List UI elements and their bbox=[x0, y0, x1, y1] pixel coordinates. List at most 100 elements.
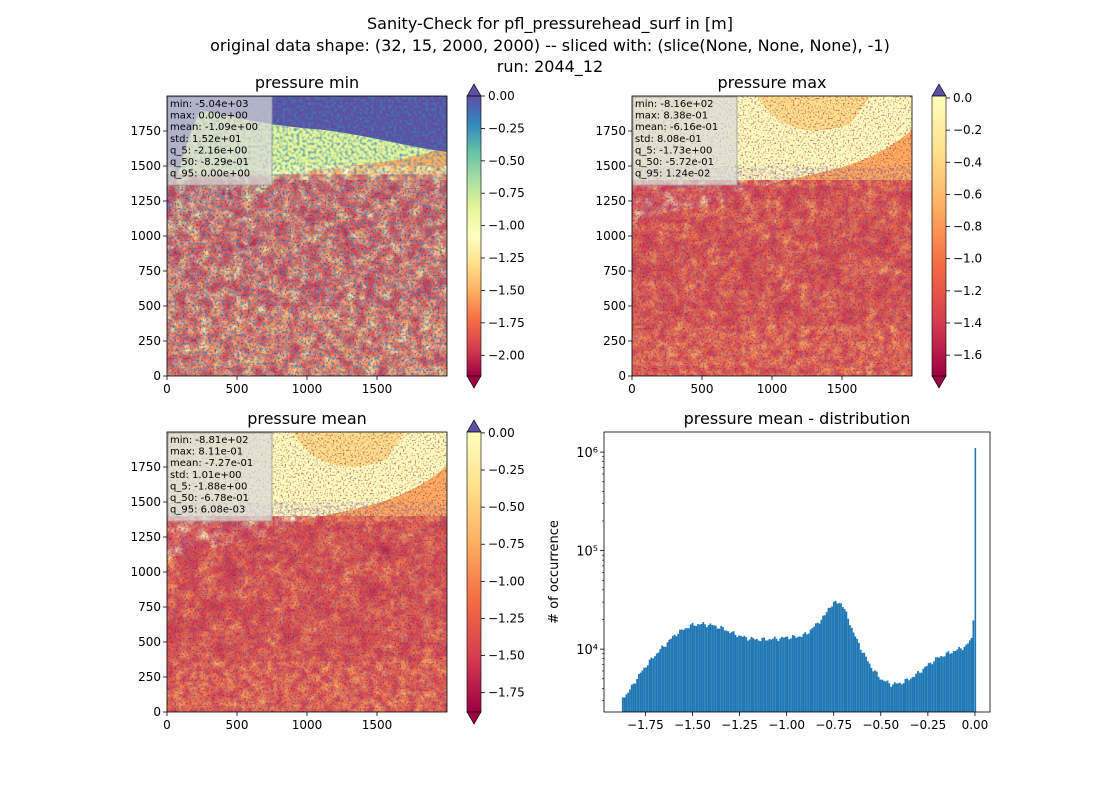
histogram-bar bbox=[779, 638, 782, 712]
histogram-bar bbox=[713, 625, 715, 712]
histogram-bar bbox=[807, 633, 810, 712]
histogram-bar bbox=[650, 657, 653, 712]
map-panel-mean: pressure mean 0 500 1000 1500 0 250 500 750 1000 1… bbox=[130, 409, 524, 732]
histogram-bar bbox=[729, 633, 732, 712]
stats-line: std: 8.08e-01 bbox=[635, 134, 702, 145]
histogram-bar bbox=[856, 638, 859, 712]
colorbar-tick-label: −1.6 bbox=[953, 348, 982, 362]
y-axis-label: # of occurrence bbox=[547, 520, 562, 624]
x-tick-label: 1000 bbox=[757, 382, 788, 396]
histogram-bar bbox=[877, 676, 880, 712]
y-tick-label: 1750 bbox=[130, 460, 161, 474]
colorbar-tick-label: 0.00 bbox=[488, 426, 515, 440]
histogram-bar bbox=[718, 628, 721, 712]
colorbar-tick-label: −1.00 bbox=[488, 219, 525, 233]
histogram-bar bbox=[791, 635, 794, 712]
histogram-bar bbox=[924, 666, 926, 712]
panel-title: pressure min bbox=[255, 73, 359, 92]
figure-title-line3: run: 2044_12 bbox=[496, 57, 604, 76]
colorbar-tick-label: −0.4 bbox=[953, 155, 982, 169]
histogram-bar bbox=[865, 656, 867, 712]
y-tick-label: 1000 bbox=[130, 565, 161, 579]
y-tick-label: 0 bbox=[153, 369, 161, 383]
histogram-bar bbox=[716, 628, 719, 712]
histogram-bar bbox=[824, 615, 826, 712]
histogram-bar bbox=[695, 626, 698, 712]
colorbar-tick-label: −0.25 bbox=[488, 463, 525, 477]
histogram-bar bbox=[909, 678, 912, 712]
histogram-bar bbox=[788, 639, 791, 712]
y-tick-label: 1000 bbox=[130, 229, 161, 243]
histogram-bar bbox=[965, 644, 968, 712]
histogram-bar bbox=[854, 636, 857, 712]
histogram-bar bbox=[637, 673, 640, 712]
histogram-bar bbox=[702, 622, 705, 712]
map-purple-speckle bbox=[632, 166, 912, 376]
histogram-bar bbox=[743, 635, 746, 712]
histogram-bar bbox=[714, 625, 717, 712]
colorbar-tick-label: −1.2 bbox=[953, 284, 982, 298]
histogram-bar bbox=[940, 656, 943, 712]
histogram-bar bbox=[906, 678, 909, 712]
y-tick-label: 0 bbox=[618, 369, 626, 383]
histogram-bar bbox=[913, 676, 916, 712]
colorbar-tick-label: −0.50 bbox=[488, 500, 525, 514]
histogram-bar bbox=[634, 683, 637, 712]
colorbar-tick-label: −0.25 bbox=[488, 121, 525, 135]
histogram-bar bbox=[931, 664, 934, 712]
histogram-bar bbox=[757, 640, 760, 712]
histogram-bar bbox=[739, 635, 742, 712]
histogram-bar bbox=[738, 635, 740, 712]
stats-line: q_50: -8.29e-01 bbox=[170, 157, 249, 168]
histogram-bar bbox=[859, 649, 862, 712]
colorbar-extend-min bbox=[931, 375, 947, 389]
histogram-bar bbox=[784, 636, 787, 712]
x-tick-label: −1.25 bbox=[721, 718, 758, 732]
histogram-bar bbox=[850, 627, 853, 712]
histogram-bar bbox=[722, 627, 724, 712]
histogram-bar bbox=[655, 653, 658, 712]
histogram-bar bbox=[949, 653, 952, 712]
histogram-bar bbox=[705, 627, 708, 712]
figure-title-line1: Sanity-Check for pfl_pressurehead_surf i… bbox=[367, 14, 733, 33]
histogram-bar bbox=[942, 656, 944, 712]
colorbar-tick-label: −1.4 bbox=[953, 316, 982, 330]
histogram-bar bbox=[763, 637, 765, 712]
histogram-bar bbox=[800, 636, 803, 712]
colorbar-frame bbox=[931, 95, 947, 377]
colorbar-tick-label: −2.00 bbox=[488, 348, 525, 362]
histogram-bar bbox=[727, 631, 730, 712]
x-tick-label: −0.75 bbox=[815, 718, 852, 732]
histogram-bar bbox=[900, 684, 903, 712]
histogram-bar bbox=[688, 628, 690, 712]
histogram-bar bbox=[897, 683, 900, 712]
histogram-bar bbox=[797, 636, 799, 712]
histogram-bar bbox=[630, 684, 633, 712]
stats-line: mean: -1.09e+00 bbox=[170, 122, 258, 133]
histogram-bar bbox=[974, 448, 977, 712]
y-tick-label: 1750 bbox=[130, 124, 161, 138]
y-tick-label: 750 bbox=[138, 264, 161, 278]
histogram-bar bbox=[813, 626, 816, 712]
histogram-bar bbox=[951, 653, 953, 712]
stats-line: q_50: -5.72e-01 bbox=[635, 157, 714, 168]
y-tick-label: 1250 bbox=[130, 530, 161, 544]
histogram-bar bbox=[786, 636, 789, 712]
histogram-bar bbox=[734, 634, 737, 712]
stats-line: std: 1.01e+00 bbox=[170, 470, 242, 481]
histogram-bar bbox=[886, 680, 889, 712]
histogram-bar bbox=[832, 601, 835, 712]
x-tick-label: −1.50 bbox=[674, 718, 711, 732]
panel-title: pressure max bbox=[717, 73, 826, 92]
histogram-bar bbox=[693, 625, 696, 712]
histogram-bar bbox=[954, 651, 957, 712]
histogram-bar bbox=[691, 622, 694, 712]
histogram-bar bbox=[643, 667, 646, 712]
histogram-bar bbox=[875, 671, 878, 712]
histogram-bar bbox=[773, 636, 776, 712]
histogram-bar bbox=[663, 646, 665, 712]
histogram-bar bbox=[627, 692, 630, 712]
histogram-bar bbox=[904, 678, 907, 712]
histogram-bar bbox=[625, 694, 628, 712]
